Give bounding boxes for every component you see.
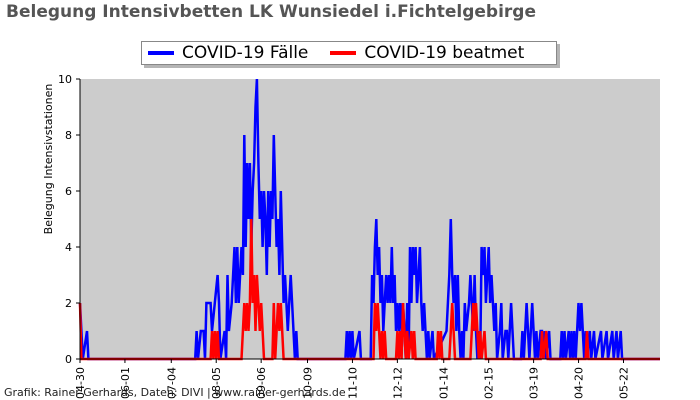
y-tick-label: 6: [65, 185, 72, 198]
legend-swatch-ventilated: [330, 51, 357, 55]
axes-layer: 0 2 4 6 8 10 04-30 06-01 07-04 08-05 09-06 10-09 11-…: [58, 73, 660, 399]
footer-credit: Grafik: Rainer Gerhards, Daten: DIVI | w…: [4, 386, 346, 399]
x-tick-label: 04-30: [74, 367, 87, 399]
legend-item-cases: COVID-19 Fälle: [148, 43, 308, 63]
y-tick-label: 4: [65, 241, 72, 254]
x-tick-label: 02-15: [483, 367, 496, 399]
x-tick-label: 09-06: [255, 367, 268, 399]
x-tick-label: 08-05: [210, 367, 223, 399]
plot-area: [80, 79, 660, 359]
y-tick-label: 8: [65, 129, 72, 142]
x-tick-label: 12-12: [391, 367, 404, 399]
y-tick-label: 2: [65, 297, 72, 310]
y-axis-label: Belegung Intensivstationen: [42, 84, 55, 235]
x-tick-label: 07-04: [165, 367, 178, 399]
x-tick-label: 10-09: [302, 367, 315, 399]
legend-label-cases: COVID-19 Fälle: [182, 43, 309, 63]
legend-swatch-cases: [148, 51, 174, 55]
y-tick-label: 10: [58, 73, 72, 86]
legend-label-ventilated: COVID-19 beatmet: [364, 43, 525, 63]
y-tick-label: 0: [65, 353, 72, 366]
page-title: Belegung Intensivbetten LK Wunsiedel i.F…: [6, 2, 536, 22]
legend-item-ventilated: COVID-19 beatmet: [330, 43, 524, 63]
x-tick-label: 01-14: [438, 367, 451, 399]
x-tick-label: 05-22: [618, 367, 631, 399]
chart-legend: COVID-19 Fälle COVID-19 beatmet: [141, 41, 557, 65]
x-tick-label: 03-19: [528, 367, 541, 399]
x-tick-label: 04-20: [573, 367, 586, 399]
x-tick-label: 06-01: [119, 367, 132, 399]
x-tick-label: 11-10: [346, 367, 359, 399]
